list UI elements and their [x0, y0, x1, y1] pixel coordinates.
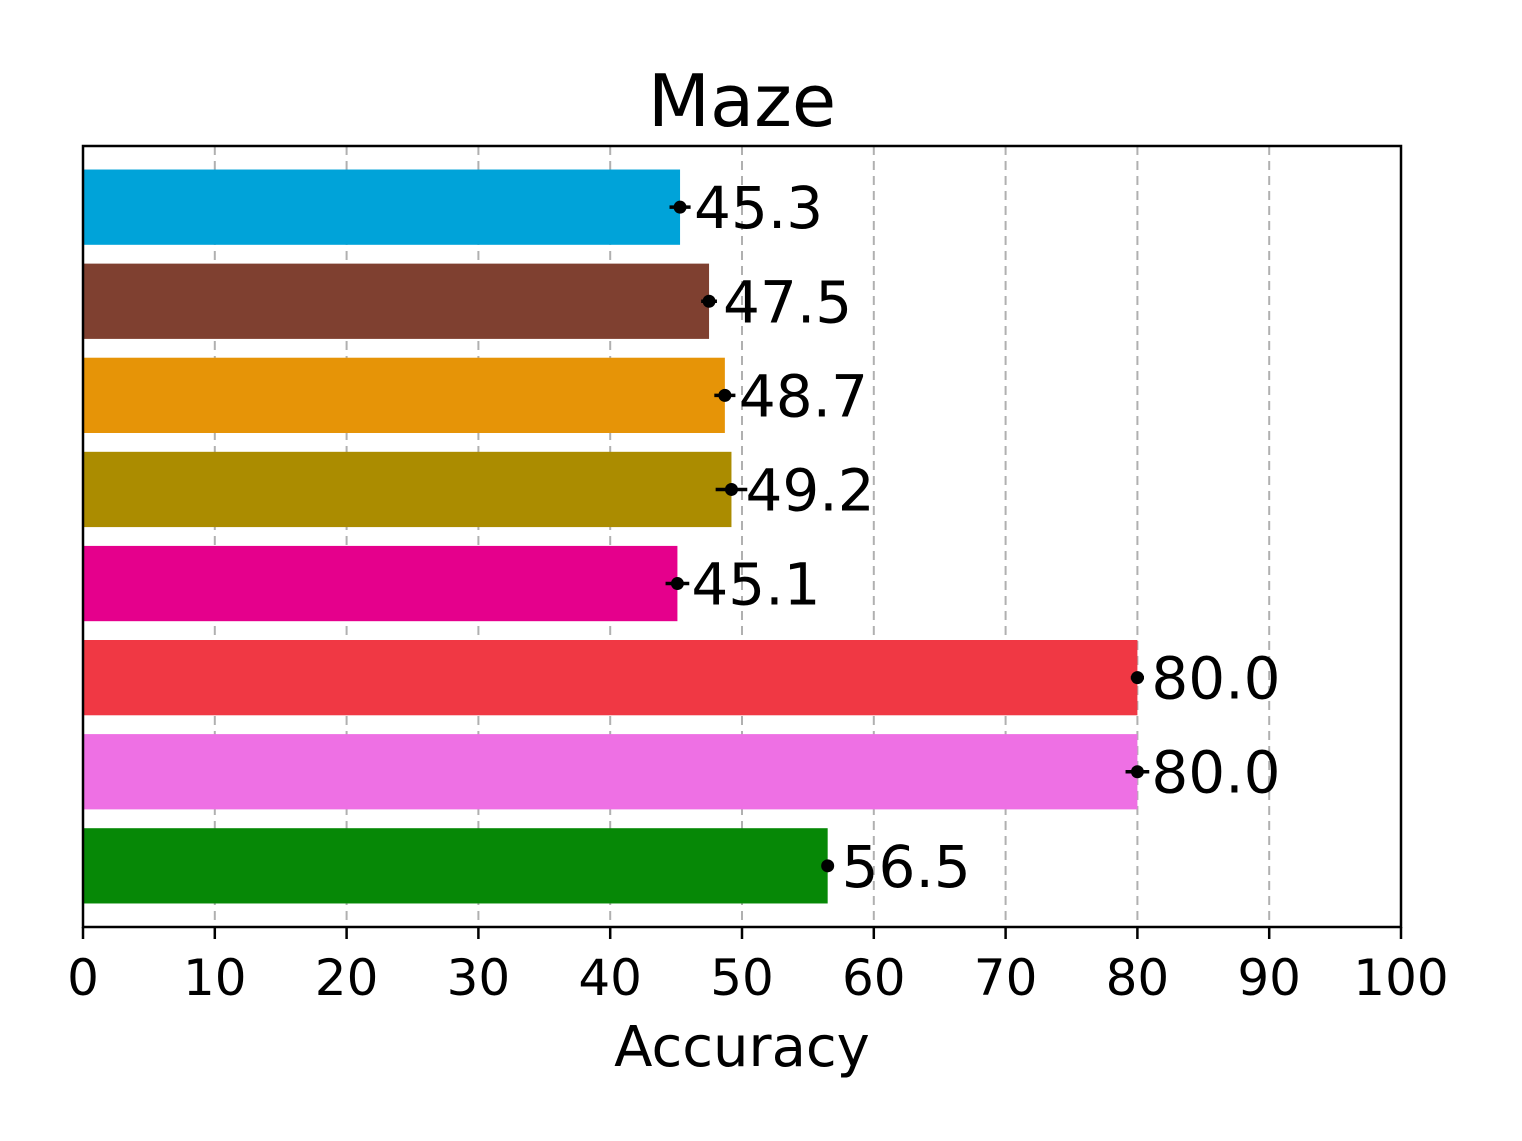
value-label: 56.5	[842, 833, 971, 901]
mean-point	[1130, 671, 1144, 685]
value-label: 48.7	[739, 362, 868, 430]
x-tick-label: 70	[974, 949, 1038, 1007]
mean-point	[673, 200, 687, 214]
gridlines	[213, 146, 1271, 927]
mean-point	[670, 577, 684, 591]
bar	[83, 451, 732, 528]
x-axis-ticks: 0 10 20 30 40 50 60 70 80 90 100	[67, 927, 1449, 1007]
x-axis-label: Accuracy	[614, 1015, 870, 1080]
mean-point	[724, 482, 738, 496]
bars: 45.3 47.5 48.7 49.2 45.1 80.0 80.0 56.5	[83, 169, 1281, 904]
bar	[83, 640, 1138, 716]
x-tick-label: 30	[447, 949, 511, 1007]
value-label: 45.1	[691, 551, 820, 619]
x-tick-label: 80	[1106, 949, 1170, 1007]
x-tick-label: 100	[1353, 949, 1448, 1007]
value-label: 45.3	[694, 174, 823, 242]
x-tick-label: 50	[710, 949, 774, 1007]
value-label: 49.2	[745, 456, 874, 524]
x-tick-label: 10	[183, 949, 247, 1007]
x-tick-label: 0	[67, 949, 99, 1007]
bar	[83, 169, 681, 245]
mean-point	[1130, 765, 1144, 779]
mean-point	[702, 294, 716, 308]
bar	[83, 734, 1138, 810]
x-tick-label: 60	[842, 949, 906, 1007]
bar	[83, 263, 710, 339]
value-label: 80.0	[1151, 739, 1280, 807]
value-label: 47.5	[723, 268, 852, 336]
mean-point	[718, 388, 732, 402]
chart-title: Maze	[648, 59, 836, 143]
x-tick-label: 90	[1237, 949, 1301, 1007]
bar	[83, 357, 725, 433]
x-tick-label: 20	[315, 949, 379, 1007]
value-label: 80.0	[1151, 645, 1280, 713]
mean-point	[821, 859, 835, 873]
bar	[83, 545, 678, 622]
x-tick-label: 40	[578, 949, 642, 1007]
bar	[83, 828, 828, 904]
